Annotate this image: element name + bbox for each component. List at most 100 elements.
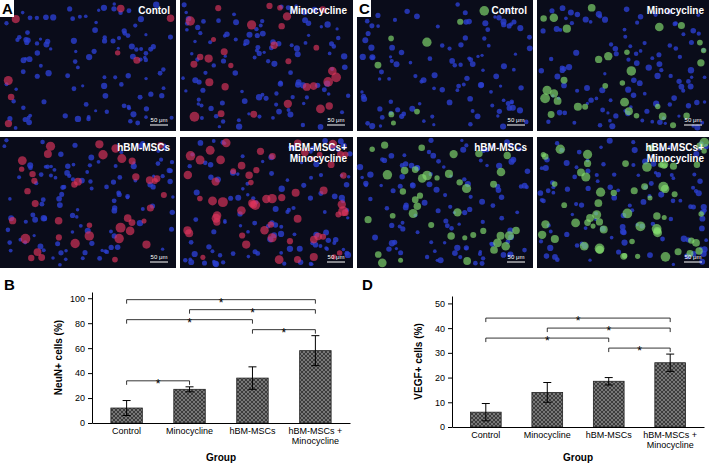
nucleus <box>607 138 613 144</box>
nucleus <box>613 113 618 118</box>
stained-cell <box>447 232 454 239</box>
stained-cell <box>9 217 16 224</box>
x-tick: hBM-MSCs <box>229 423 276 436</box>
nucleus <box>487 44 491 48</box>
nucleus <box>481 220 485 224</box>
nucleus <box>24 220 28 224</box>
nucleus <box>458 42 463 47</box>
nucleus <box>211 229 216 234</box>
nucleus <box>184 89 187 92</box>
stained-cell <box>213 218 220 225</box>
nucleus <box>360 176 364 180</box>
stained-cell <box>552 181 558 187</box>
nucleus <box>457 222 460 225</box>
nucleus <box>32 217 38 223</box>
nucleus <box>45 70 51 76</box>
y-axis: 01020304050 <box>435 297 453 433</box>
error-bar-cap <box>666 371 674 372</box>
nucleus <box>634 52 639 57</box>
nucleus <box>72 143 77 148</box>
stained-cell <box>381 142 388 149</box>
nucleus <box>109 230 113 234</box>
nucleus <box>525 168 530 173</box>
nucleus <box>462 83 466 87</box>
nucleus <box>601 162 605 166</box>
nucleus <box>56 196 62 202</box>
nucleus <box>63 113 68 118</box>
scale-bar <box>327 262 345 263</box>
nucleus <box>628 44 632 48</box>
nucleus <box>475 113 481 119</box>
nucleus <box>246 230 250 234</box>
stained-cell <box>184 171 192 179</box>
nucleus <box>97 9 100 12</box>
stained-cell <box>85 231 94 240</box>
nucleus <box>344 182 350 188</box>
nucleus <box>543 165 549 171</box>
stained-cell <box>205 78 213 86</box>
stained-cell <box>697 59 704 66</box>
y-tick-label: 40 <box>75 368 85 378</box>
nucleus <box>28 15 33 20</box>
image-panel: Control50 μm <box>357 0 533 131</box>
y-tick: 20 <box>75 393 92 403</box>
nucleus <box>510 101 514 105</box>
nucleus <box>81 84 84 87</box>
nucleus <box>514 53 517 56</box>
nucleus <box>547 245 553 251</box>
stained-cell <box>237 206 246 215</box>
significance-label: * <box>637 344 642 358</box>
nucleus <box>88 155 94 161</box>
nucleus <box>246 32 252 38</box>
nucleus <box>598 123 603 128</box>
nucleus <box>357 164 363 170</box>
nucleus <box>391 188 396 193</box>
nucleus <box>471 109 475 113</box>
stained-cell <box>74 178 82 186</box>
stained-cell <box>540 15 546 21</box>
nucleus <box>360 54 366 60</box>
nucleus <box>552 254 558 260</box>
nucleus <box>50 14 56 20</box>
stained-cell <box>697 40 703 46</box>
nucleus <box>394 61 400 67</box>
nucleus <box>458 63 462 67</box>
stained-cell <box>574 103 582 111</box>
error-bar-cap <box>186 386 194 387</box>
stained-cell <box>627 66 637 76</box>
stained-cell <box>269 153 276 160</box>
nucleus <box>443 241 447 245</box>
scale-bar <box>684 262 702 263</box>
y-tick-mark <box>448 427 452 428</box>
nucleus <box>84 14 88 18</box>
stained-cell <box>230 168 236 174</box>
nucleus <box>167 179 172 184</box>
error-bar-cap <box>482 420 490 421</box>
nucleus <box>668 74 672 78</box>
nucleus <box>252 221 257 226</box>
y-tick-label: 0 <box>440 422 445 432</box>
nucleus <box>206 244 211 249</box>
stained-cell <box>326 102 333 109</box>
nucleus <box>428 138 433 143</box>
nucleus <box>269 171 274 176</box>
stained-cell <box>622 253 628 259</box>
nucleus <box>271 116 275 120</box>
panel-letter-background <box>357 0 371 17</box>
stained-cell <box>655 23 664 32</box>
scale-bar-label: 50 μm <box>151 254 168 260</box>
nucleus <box>342 248 346 252</box>
nucleus <box>499 216 504 221</box>
nucleus <box>319 244 323 248</box>
nucleus <box>365 19 370 24</box>
panel-label: hBM-MSCs <box>117 142 170 153</box>
nucleus <box>117 175 122 180</box>
nucleus <box>279 225 283 229</box>
nucleus <box>649 181 654 186</box>
nucleus <box>369 54 375 60</box>
nucleus <box>332 44 337 49</box>
stained-cell <box>622 160 629 167</box>
x-tick: hBM-MSCs +Minocycline <box>289 423 343 446</box>
nucleus <box>697 32 701 36</box>
error-bar-stem <box>670 354 671 371</box>
